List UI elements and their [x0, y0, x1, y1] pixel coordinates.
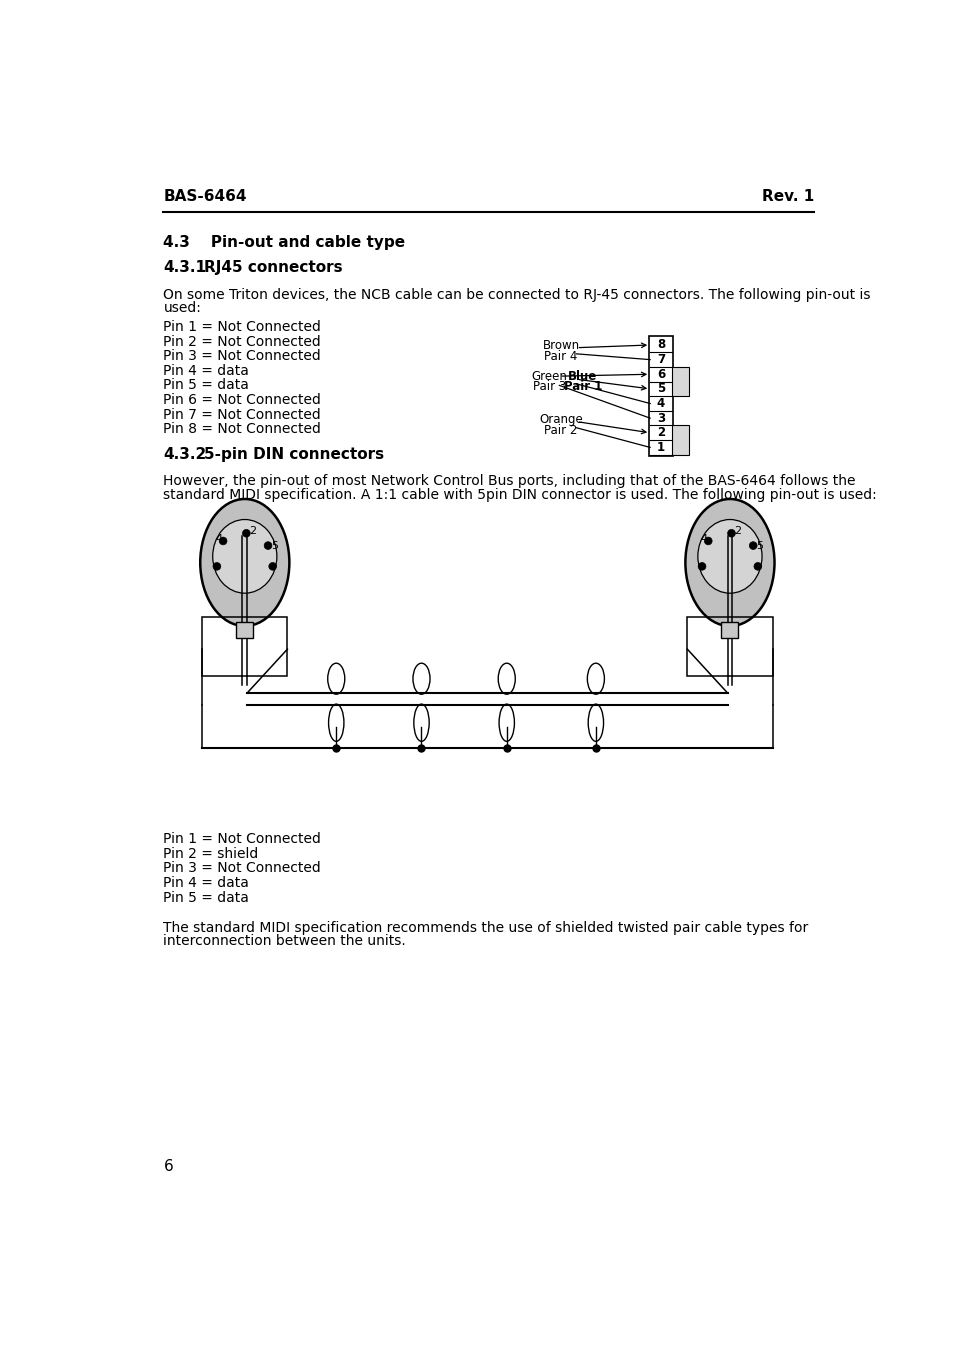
Text: interconnection between the units.: interconnection between the units.: [163, 935, 406, 948]
Text: Pin 3 = Not Connected: Pin 3 = Not Connected: [163, 349, 321, 363]
Text: 6: 6: [163, 1159, 173, 1174]
Circle shape: [213, 562, 220, 570]
Text: 1: 1: [657, 440, 664, 454]
Bar: [671, 426, 688, 455]
Text: 8: 8: [657, 339, 664, 351]
Circle shape: [219, 538, 227, 544]
Text: 4.3    Pin-out and cable type: 4.3 Pin-out and cable type: [163, 235, 405, 250]
Text: Pair 3: Pair 3: [532, 381, 565, 393]
Circle shape: [753, 562, 760, 570]
Text: Pair 1: Pair 1: [563, 381, 601, 393]
Circle shape: [698, 562, 705, 570]
Text: 5: 5: [657, 382, 664, 396]
Text: 4: 4: [215, 534, 223, 543]
Text: Pair 2: Pair 2: [544, 424, 578, 436]
Text: 4: 4: [657, 397, 664, 409]
Text: Pin 8 = Not Connected: Pin 8 = Not Connected: [163, 423, 321, 436]
Ellipse shape: [698, 520, 761, 593]
Circle shape: [748, 542, 757, 550]
Circle shape: [727, 530, 735, 538]
Ellipse shape: [200, 499, 289, 626]
Text: Green: Green: [531, 370, 567, 382]
Text: 4.3.1: 4.3.1: [163, 261, 206, 276]
Text: Pin 1 = Not Connected: Pin 1 = Not Connected: [163, 832, 321, 846]
Text: Pin 4 = data: Pin 4 = data: [163, 875, 249, 890]
Bar: [720, 623, 738, 638]
Text: RJ45 connectors: RJ45 connectors: [204, 261, 343, 276]
Text: 2: 2: [734, 526, 740, 536]
Text: 2: 2: [249, 526, 255, 536]
Text: Pin 7 = Not Connected: Pin 7 = Not Connected: [163, 408, 321, 422]
Text: Blue: Blue: [567, 370, 597, 382]
Text: Pin 2 = shield: Pin 2 = shield: [163, 847, 258, 861]
Bar: [202, 617, 287, 676]
Bar: [236, 623, 253, 638]
Text: Brown: Brown: [542, 339, 579, 351]
Text: Pin 3 = Not Connected: Pin 3 = Not Connected: [163, 862, 321, 875]
Text: 5: 5: [756, 540, 762, 551]
Text: Pin 6 = Not Connected: Pin 6 = Not Connected: [163, 393, 321, 407]
Text: used:: used:: [163, 301, 201, 316]
Circle shape: [242, 530, 250, 538]
Text: Pin 4 = data: Pin 4 = data: [163, 363, 249, 378]
Text: However, the pin-out of most Network Control Bus ports, including that of the BA: However, the pin-out of most Network Con…: [163, 474, 855, 488]
Text: standard MIDI specification. A 1:1 cable with 5pin DIN connector is used. The fo: standard MIDI specification. A 1:1 cable…: [163, 488, 876, 501]
Bar: [686, 617, 772, 676]
Ellipse shape: [213, 520, 276, 593]
Text: Pair 4: Pair 4: [544, 350, 578, 362]
Circle shape: [269, 562, 276, 570]
Text: 2: 2: [657, 427, 664, 439]
Circle shape: [264, 542, 272, 550]
Text: 6: 6: [657, 367, 664, 381]
Text: 7: 7: [657, 353, 664, 366]
Text: Pin 1 = Not Connected: Pin 1 = Not Connected: [163, 320, 321, 334]
Text: 4: 4: [700, 534, 707, 543]
Text: Pin 2 = Not Connected: Pin 2 = Not Connected: [163, 335, 321, 349]
Text: 5-pin DIN connectors: 5-pin DIN connectors: [204, 447, 384, 462]
Text: On some Triton devices, the NCB cable can be connected to RJ-45 connectors. The : On some Triton devices, the NCB cable ca…: [163, 288, 870, 301]
Text: BAS-6464: BAS-6464: [163, 189, 247, 204]
Text: 5: 5: [272, 540, 278, 551]
Bar: [671, 367, 688, 396]
Bar: [648, 336, 673, 457]
Text: Pin 5 = data: Pin 5 = data: [163, 378, 249, 393]
Text: Rev. 1: Rev. 1: [761, 189, 814, 204]
Ellipse shape: [684, 499, 774, 626]
Circle shape: [703, 538, 711, 544]
Text: The standard MIDI specification recommends the use of shielded twisted pair cabl: The standard MIDI specification recommen…: [163, 920, 808, 935]
Text: 3: 3: [657, 412, 664, 424]
Text: Pin 5 = data: Pin 5 = data: [163, 890, 249, 905]
Text: Orange: Orange: [538, 413, 582, 426]
Text: 4.3.2: 4.3.2: [163, 447, 207, 462]
